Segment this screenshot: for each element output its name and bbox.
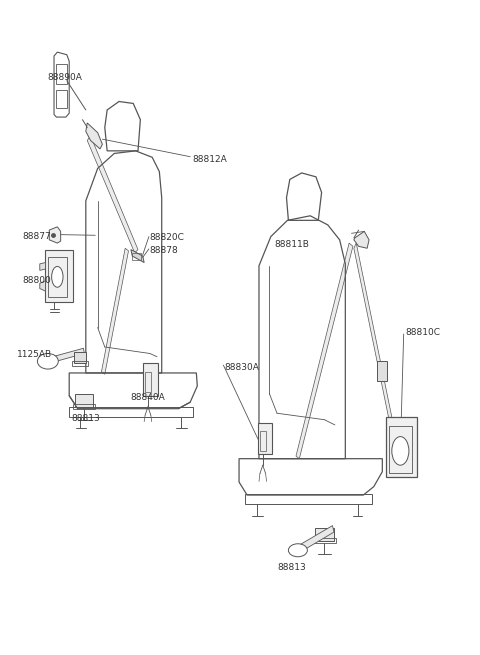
Ellipse shape: [37, 354, 58, 369]
Bar: [377, 362, 387, 381]
Polygon shape: [40, 263, 46, 271]
Text: 88830A: 88830A: [225, 364, 260, 372]
Bar: [72, 362, 88, 366]
Text: 88878: 88878: [150, 246, 179, 255]
Bar: [69, 407, 192, 417]
Bar: [46, 250, 73, 301]
Polygon shape: [46, 348, 84, 364]
Text: 88811B: 88811B: [274, 240, 309, 249]
Bar: [48, 257, 67, 297]
Polygon shape: [49, 227, 60, 243]
Text: 88820C: 88820C: [150, 233, 185, 242]
Polygon shape: [296, 243, 353, 458]
Ellipse shape: [288, 544, 307, 557]
Bar: [260, 432, 266, 451]
Text: 88813: 88813: [277, 563, 306, 572]
Bar: [132, 253, 141, 260]
Ellipse shape: [52, 267, 63, 288]
Bar: [258, 423, 272, 454]
Polygon shape: [131, 250, 144, 263]
Bar: [75, 394, 93, 407]
Text: 88800: 88800: [23, 276, 51, 285]
Bar: [388, 426, 412, 473]
Bar: [143, 364, 158, 396]
Bar: [386, 417, 417, 477]
Polygon shape: [87, 136, 138, 253]
Polygon shape: [354, 243, 392, 422]
Text: 88840A: 88840A: [130, 393, 165, 402]
Polygon shape: [296, 525, 334, 553]
Bar: [73, 404, 95, 409]
Polygon shape: [101, 248, 129, 374]
Bar: [74, 352, 86, 364]
Text: 88813: 88813: [72, 414, 100, 423]
Polygon shape: [354, 231, 369, 248]
Text: 88877: 88877: [23, 232, 51, 241]
Text: 88890A: 88890A: [48, 73, 83, 82]
Text: 88810C: 88810C: [405, 328, 440, 337]
Bar: [245, 494, 372, 504]
Text: 88812A: 88812A: [192, 155, 228, 164]
Bar: [144, 371, 151, 392]
Text: 1125AB: 1125AB: [17, 350, 52, 360]
Polygon shape: [40, 281, 46, 291]
Bar: [315, 527, 334, 540]
Bar: [56, 90, 67, 108]
Bar: [56, 64, 67, 84]
Bar: [313, 538, 336, 543]
Ellipse shape: [392, 437, 409, 465]
Polygon shape: [86, 123, 102, 149]
